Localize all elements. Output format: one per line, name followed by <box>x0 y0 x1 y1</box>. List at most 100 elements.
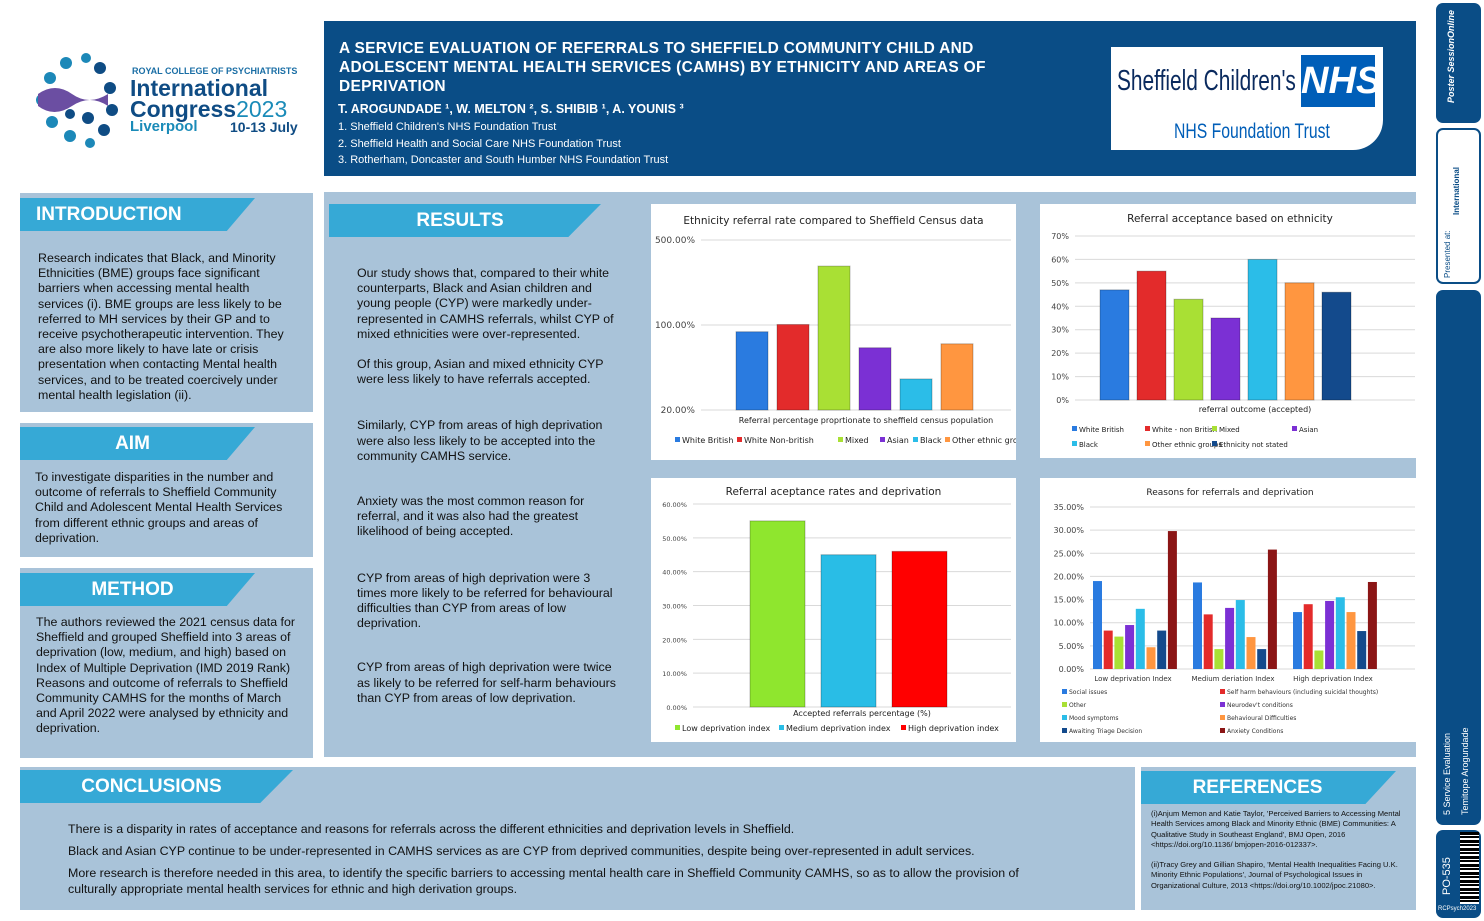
legend-label: Behavioural Difficulties <box>1227 715 1296 722</box>
legend-label: Other ethnic groups <box>952 436 1016 445</box>
bar-white-non-british <box>1136 270 1167 401</box>
bar-behavioural-difficulties <box>1246 637 1256 669</box>
presented-at-badge: Presented at: International <box>1436 128 1481 284</box>
logo-dates: 10-13 July <box>230 119 298 135</box>
y-tick-label: 70% <box>1051 232 1069 241</box>
legend-swatch <box>913 437 918 442</box>
introduction-text: Research indicates that Black, and Minor… <box>38 251 284 402</box>
reference-item: (i)Anjum Memon and Katie Taylor, 'Percei… <box>1151 809 1401 849</box>
reference-item: (ii)Tracy Grey and Gillian Shapiro, 'Men… <box>1151 860 1398 890</box>
y-tick-label: 20% <box>1051 349 1069 358</box>
bar-other <box>1114 636 1124 669</box>
y-tick-label: 0.00% <box>666 704 687 712</box>
y-tick-label: 50% <box>1051 279 1069 288</box>
nhs-logo-sub: NHS Foundation Trust <box>1174 120 1330 143</box>
legend-swatch <box>1220 715 1225 720</box>
poster-header: A SERVICE EVALUATION OF REFERRALS TO SHE… <box>324 21 1416 176</box>
bar-behavioural-difficulties <box>1146 647 1156 669</box>
legend-swatch <box>675 725 680 730</box>
poster-category: 5 Service Evaluation <box>1442 732 1452 815</box>
legend-swatch <box>1220 728 1225 733</box>
y-tick-label: 30.00% <box>1053 526 1084 535</box>
legend-swatch <box>1212 441 1217 446</box>
x-axis-label: referral outcome (accepted) <box>1199 405 1312 414</box>
poster-code: PO-535 <box>1441 857 1453 895</box>
legend-swatch <box>901 725 906 730</box>
logo-line2-row: Congress2023 <box>130 96 287 123</box>
results-paragraph: Anxiety was the most common reason for r… <box>357 494 585 539</box>
legend-swatch <box>1145 441 1150 446</box>
legend-swatch <box>737 437 742 442</box>
legend-label: Mixed <box>1219 426 1240 434</box>
logo-line1: International <box>130 75 269 101</box>
legend-label: High deprivation index <box>908 724 999 733</box>
bar-other <box>1314 650 1324 669</box>
conclusions-paragraph: There is a disparity in rates of accepta… <box>68 822 795 836</box>
legend-label: Asian <box>887 436 909 445</box>
legend-swatch <box>1062 728 1067 733</box>
bar-behavioural-difficulties <box>1346 612 1356 669</box>
bar-mood-symptoms <box>1235 600 1245 669</box>
presented-at-label: Presented at: <box>1443 230 1452 278</box>
bar-medium-deprivation-index <box>820 554 877 708</box>
legend-label: Anxiety Conditions <box>1227 728 1283 735</box>
brand-text: Poster SessionOnline <box>1446 9 1456 103</box>
bar-social-issues <box>1193 582 1202 669</box>
legend-swatch <box>1072 441 1077 446</box>
bar-mood-symptoms <box>1335 597 1345 669</box>
bar-mixed <box>817 265 851 411</box>
bar-self-harm-behaviours-including-suicidal-thoughts- <box>1203 614 1213 669</box>
affiliation: 3. Rotherham, Doncaster and South Humber… <box>338 154 669 166</box>
legend-swatch <box>1220 689 1225 694</box>
y-tick-label: 50.00% <box>662 535 687 543</box>
bar-anxiety-conditions <box>1267 549 1277 669</box>
chart-title: Reasons for referrals and deprivation <box>1146 488 1313 498</box>
chart-title: Referral aceptance rates and deprivation <box>726 486 942 498</box>
poster-code-box: PO-535 RCPsych2023 <box>1436 830 1481 918</box>
legend-label: Ethnicity not stated <box>1219 441 1288 449</box>
results-heading: RESULTS <box>329 204 601 237</box>
bar-awaiting-triage-decision <box>1157 630 1167 669</box>
bar-awaiting-triage-decision <box>1257 649 1267 669</box>
results-text: Our study shows that, compared to their … <box>357 266 622 706</box>
bar-black <box>899 378 933 411</box>
legend-swatch <box>945 437 950 442</box>
legend-label: Mixed <box>845 436 869 445</box>
legend-label: Neurodev't conditions <box>1227 702 1293 709</box>
y-tick-label: 20.00% <box>662 636 687 644</box>
chart-title: Ethnicity referral rate compared to Shef… <box>683 215 983 227</box>
legend-swatch <box>880 437 885 442</box>
logo-city: Liverpool <box>130 118 198 135</box>
aim-text: To investigate disparities in the number… <box>35 470 283 545</box>
bar-anxiety-conditions <box>1367 581 1377 669</box>
bar-neurodev-t-conditions <box>1125 625 1135 669</box>
poster-session-online-logo: Poster SessionOnline <box>1436 3 1481 123</box>
legend-swatch <box>1145 426 1150 431</box>
legend-label: Other <box>1069 702 1087 709</box>
y-tick-label: 500.00% <box>655 236 695 246</box>
y-tick-label: 40.00% <box>662 569 687 577</box>
legend-label: Asian <box>1299 426 1318 434</box>
bar-white-british <box>735 331 769 411</box>
conclusions-paragraph: Black and Asian CYP continue to be under… <box>68 844 975 859</box>
chart-acceptance-deprivation: Referral aceptance rates and deprivation… <box>651 478 1016 742</box>
references-heading: REFERENCES <box>1141 771 1396 804</box>
logo-line2: Congress <box>130 96 237 122</box>
legend-swatch <box>1220 702 1225 707</box>
conclusions-panel: CONCLUSIONS There is a disparity in rate… <box>20 767 1135 910</box>
results-paragraph: CYP from areas of high deprivation were … <box>357 570 613 631</box>
y-tick-label: 20.00% <box>1053 572 1084 581</box>
bar-neurodev-t-conditions <box>1225 607 1235 669</box>
y-tick-label: 10.00% <box>1053 619 1084 628</box>
conclusions-paragraph: More research is therefore needed in thi… <box>68 866 1019 896</box>
legend-label: Black <box>920 436 942 445</box>
legend-swatch <box>675 437 680 442</box>
bar-asian <box>858 347 892 411</box>
legend-label: White - non British <box>1152 426 1217 434</box>
y-tick-label: 25.00% <box>1053 549 1084 558</box>
x-axis-label: Referral percentage proprtionate to shef… <box>739 416 993 425</box>
method-text: The authors reviewed the 2021 census dat… <box>36 615 304 737</box>
aim-heading: AIM <box>20 427 255 460</box>
conclusions-heading: CONCLUSIONS <box>20 770 293 803</box>
y-tick-label: 60.00% <box>662 501 687 509</box>
